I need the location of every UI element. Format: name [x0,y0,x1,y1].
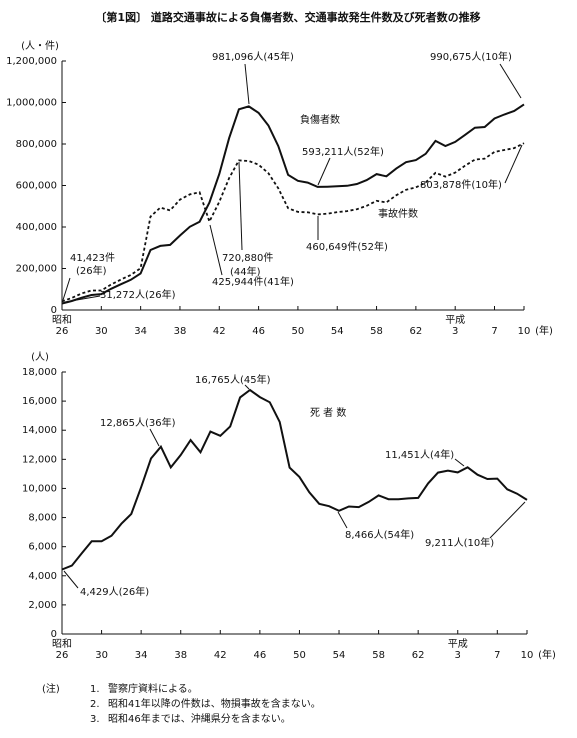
leader-line [504,144,523,184]
annotation: 41,423件 [70,252,115,264]
x-tick-label: 42 [213,326,226,337]
annotation: 981,096人(45年) [212,50,294,63]
x-tick-label: 34 [134,326,147,337]
y-tick-label: 14,000 [22,425,57,436]
x-tick-label: 30 [95,326,108,337]
annotation: 9,211人(10年) [425,536,494,549]
x-tick-label: 3 [452,326,458,337]
leader-line [209,224,223,276]
y-tick-label: 1,000,000 [6,98,57,109]
y-tick-label: 10,000 [22,483,57,494]
x-tick-label: 7 [494,650,500,661]
annotation: 12,865人(36年) [100,416,176,429]
annotation: 803,878件(10年) [420,178,502,191]
annotation: 16,765人(45年) [195,373,271,386]
x-tick-label: 3 [455,650,461,661]
note-num: 3. [90,714,100,725]
x-tick-label: 62 [412,650,425,661]
note-head: (注) [42,682,60,695]
era-label: 昭和 [52,314,72,326]
annotation: 460,649件(52年) [306,240,388,253]
x-tick-label: 34 [135,650,148,661]
annotation: 593,211人(52年) [302,145,384,158]
note-text: 昭和46年までは、沖縄県分を含まない。 [108,712,291,725]
x-tick-label: 10 [518,326,531,337]
annotation: 8,466人(54年) [345,528,414,541]
x-axis-label: (年) [535,324,553,337]
y-tick-label: 8,000 [28,513,57,524]
y-tick-label: 0 [51,305,57,316]
annotation: 4,429人(26年) [80,585,149,598]
leader-line [317,157,331,186]
y-tick-label: 600,000 [16,181,57,192]
y-tick-label: 200,000 [16,264,57,275]
note-num: 1. [90,684,100,695]
leader-line [489,501,526,539]
x-tick-label: 26 [56,650,69,661]
era-label: 平成 [445,314,465,326]
y-tick-label: 400,000 [16,222,57,233]
era-label: 昭和 [52,638,72,650]
x-tick-label: 50 [292,326,305,337]
series-line [61,103,525,305]
x-tick-label: 50 [293,650,306,661]
x-tick-label: 54 [331,326,344,337]
figure-title: 〔第1図〕 道路交通事故による負傷者数、交通事故発生件数及び死者数の推移 [95,10,480,24]
annotation: 990,675人(10年) [430,50,512,63]
leader-line [337,511,348,529]
annotation: 720,880件 [222,252,273,264]
leader-line [62,277,71,301]
leader-line [63,570,79,589]
y-tick-label: 2,000 [28,600,57,611]
y-tick-label: 18,000 [22,367,57,378]
series-label: 死 者 数 [310,406,346,419]
x-tick-label: 62 [410,326,423,337]
annotation: 11,451人(4年) [385,448,454,461]
x-tick-label: 30 [95,650,108,661]
series-line [61,388,528,571]
x-tick-label: 58 [372,650,385,661]
annotation: (26年) [76,264,107,277]
y-tick-label: 0 [51,629,57,640]
y-tick-label: 12,000 [22,454,57,465]
y-tick-label: 1,200,000 [6,56,57,67]
series-label: 事故件数 [378,207,418,220]
leader-line [244,384,250,390]
leader-line [149,428,160,447]
y-tick-label: 800,000 [16,139,57,150]
x-tick-label: 42 [214,650,227,661]
x-tick-label: 10 [521,650,534,661]
x-axis-label: (年) [538,648,556,661]
x-tick-label: 7 [491,326,497,337]
leader-line [238,161,243,251]
era-label: 平成 [448,638,468,650]
y-tick-label: 16,000 [22,396,57,407]
x-tick-label: 38 [174,326,187,337]
leader-line [499,63,522,99]
x-tick-label: 54 [333,650,346,661]
y-tick-label: 4,000 [28,571,57,582]
y-axis-label: (人) [31,351,49,363]
series-label: 負傷者数 [300,113,340,126]
x-tick-label: 46 [254,650,267,661]
series-line [61,142,525,303]
leader-line [454,458,465,467]
note-text: 警察庁資料による。 [108,682,198,695]
x-tick-label: 38 [174,650,187,661]
annotation: 31,272人(26年) [100,288,176,301]
leader-line [64,295,101,303]
y-tick-label: 6,000 [28,542,57,553]
leader-line [244,63,250,105]
annotation: 425,944件(41年) [212,275,294,288]
y-axis-label: (人・件) [21,40,59,52]
x-tick-label: 46 [252,326,265,337]
x-tick-label: 26 [56,326,69,337]
note-num: 2. [90,699,100,710]
annotation: (44年) [230,265,261,278]
note-text: 昭和41年以降の件数は、物損事故を含まない。 [108,697,321,710]
x-tick-label: 58 [370,326,383,337]
